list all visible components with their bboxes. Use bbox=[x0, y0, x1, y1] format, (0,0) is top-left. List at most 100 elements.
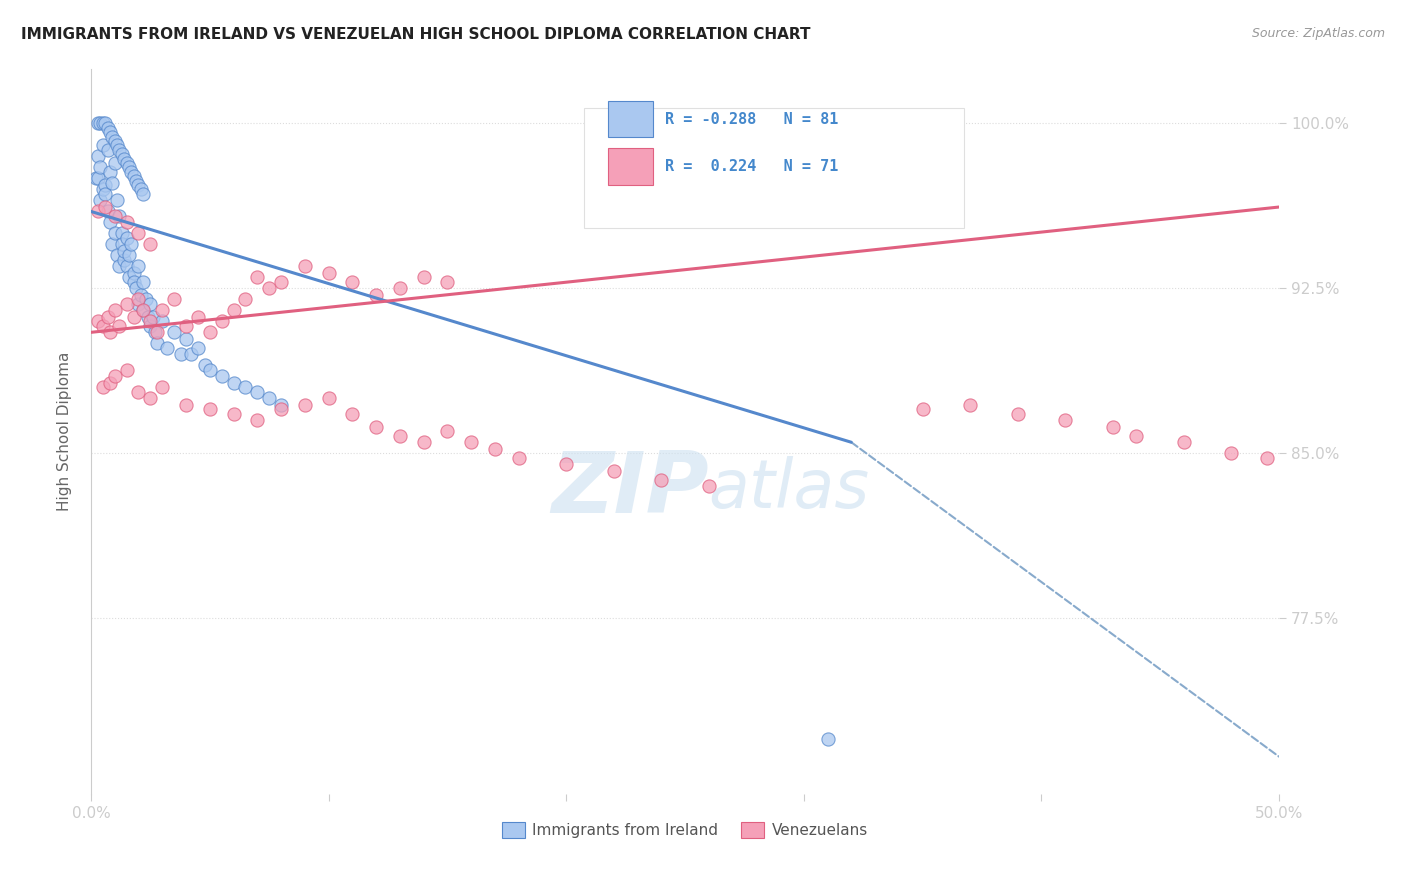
Point bbox=[98, 376, 121, 390]
Point bbox=[246, 413, 269, 427]
Point bbox=[108, 318, 131, 333]
Point bbox=[112, 252, 135, 267]
Point bbox=[1173, 435, 1195, 450]
Point bbox=[104, 134, 127, 148]
Point bbox=[105, 138, 128, 153]
Point bbox=[342, 275, 364, 289]
Point bbox=[270, 402, 292, 417]
Point bbox=[132, 303, 155, 318]
Point bbox=[135, 293, 157, 307]
Point bbox=[257, 281, 280, 295]
Point bbox=[436, 275, 458, 289]
Legend: Immigrants from Ireland, Venezuelans: Immigrants from Ireland, Venezuelans bbox=[496, 816, 875, 845]
Point bbox=[294, 398, 316, 412]
Point bbox=[94, 200, 117, 214]
Point bbox=[115, 297, 138, 311]
Point bbox=[104, 369, 127, 384]
Point bbox=[115, 362, 138, 376]
Point bbox=[101, 129, 124, 144]
Text: Source: ZipAtlas.com: Source: ZipAtlas.com bbox=[1251, 27, 1385, 40]
Point bbox=[97, 310, 120, 324]
Point bbox=[97, 204, 120, 219]
Text: ZIP: ZIP bbox=[551, 448, 709, 531]
Point bbox=[122, 275, 145, 289]
Point bbox=[194, 359, 217, 373]
Point bbox=[163, 293, 186, 307]
Point bbox=[211, 369, 233, 384]
Point bbox=[112, 152, 135, 166]
Point bbox=[1054, 413, 1077, 427]
Point bbox=[318, 266, 340, 280]
Point bbox=[174, 332, 197, 346]
Point bbox=[412, 435, 434, 450]
Point bbox=[146, 336, 169, 351]
Point bbox=[101, 237, 124, 252]
Bar bbox=[607, 148, 652, 185]
Point bbox=[270, 398, 292, 412]
Point bbox=[1220, 446, 1243, 460]
Point bbox=[180, 347, 202, 361]
Text: IMMIGRANTS FROM IRELAND VS VENEZUELAN HIGH SCHOOL DIPLOMA CORRELATION CHART: IMMIGRANTS FROM IRELAND VS VENEZUELAN HI… bbox=[21, 27, 811, 42]
Point bbox=[150, 303, 173, 318]
Point bbox=[127, 297, 149, 311]
Point bbox=[118, 248, 141, 262]
Point bbox=[602, 464, 624, 478]
Point bbox=[174, 398, 197, 412]
Point bbox=[122, 266, 145, 280]
Point bbox=[817, 732, 839, 747]
Point bbox=[118, 161, 141, 175]
Point bbox=[115, 231, 138, 245]
Point bbox=[1101, 420, 1123, 434]
Point bbox=[132, 186, 155, 201]
Point bbox=[198, 362, 221, 376]
Point bbox=[98, 165, 121, 179]
Bar bbox=[607, 101, 652, 137]
Point bbox=[650, 473, 672, 487]
Point bbox=[91, 116, 114, 130]
Point bbox=[460, 435, 482, 450]
Point bbox=[87, 204, 110, 219]
Point bbox=[111, 147, 134, 161]
Point bbox=[412, 270, 434, 285]
Point bbox=[198, 402, 221, 417]
Point bbox=[122, 310, 145, 324]
Point bbox=[235, 293, 257, 307]
Text: atlas: atlas bbox=[709, 457, 870, 523]
Point bbox=[484, 442, 506, 456]
Point bbox=[198, 326, 221, 340]
Point bbox=[87, 116, 110, 130]
Point bbox=[87, 171, 110, 186]
Point bbox=[911, 402, 934, 417]
Point bbox=[101, 176, 124, 190]
Point bbox=[150, 314, 173, 328]
Point bbox=[115, 215, 138, 229]
Point bbox=[108, 143, 131, 157]
Point bbox=[139, 314, 162, 328]
Point bbox=[125, 174, 148, 188]
Point bbox=[136, 310, 159, 324]
Point bbox=[104, 227, 127, 241]
Point bbox=[108, 209, 131, 223]
Point bbox=[115, 156, 138, 170]
Point bbox=[104, 156, 127, 170]
Point bbox=[143, 326, 166, 340]
Point bbox=[112, 244, 135, 258]
Point bbox=[87, 314, 110, 328]
Point bbox=[211, 314, 233, 328]
Point bbox=[697, 479, 720, 493]
Point bbox=[91, 138, 114, 153]
Point bbox=[108, 260, 131, 274]
Point bbox=[129, 182, 152, 196]
Y-axis label: High School Diploma: High School Diploma bbox=[58, 351, 72, 511]
Point bbox=[388, 281, 411, 295]
Point bbox=[342, 407, 364, 421]
Point bbox=[132, 275, 155, 289]
Point bbox=[150, 380, 173, 394]
Point bbox=[187, 310, 209, 324]
Point bbox=[294, 260, 316, 274]
Point bbox=[364, 420, 387, 434]
Point bbox=[89, 116, 111, 130]
Point bbox=[127, 227, 149, 241]
Point bbox=[163, 326, 186, 340]
Point bbox=[122, 169, 145, 184]
